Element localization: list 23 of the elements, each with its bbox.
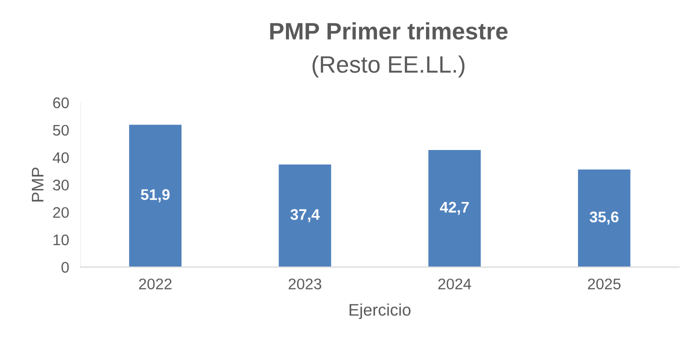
y-tick-label: 20 (53, 207, 69, 218)
bar (278, 164, 332, 268)
chart-title: PMP Primer trimestre (270, 22, 508, 40)
x-tick-label: 2024 (438, 278, 472, 290)
bar (578, 169, 630, 268)
y-tick-label: 0 (61, 262, 69, 273)
chart-subtitle: (Resto EE.LL.) (312, 55, 464, 78)
y-tick-label: 40 (52, 152, 69, 164)
data-label: 37,4 (290, 209, 320, 222)
x-tick-label: 2025 (588, 278, 621, 290)
bar (428, 150, 481, 268)
x-axis-title: Ejercicio (350, 304, 411, 320)
y-tick-label: 60 (53, 97, 69, 108)
bar (129, 124, 182, 268)
data-label: 35,6 (590, 212, 619, 225)
data-label: 42,7 (440, 202, 469, 215)
data-label: 51,9 (140, 189, 170, 202)
x-tick-label: 2023 (288, 278, 322, 290)
y-tick-label: 30 (52, 180, 69, 190)
x-tick-label: 2022 (139, 278, 172, 290)
y-tick-label: 50 (53, 124, 69, 136)
y-axis-title: PMP (32, 168, 44, 202)
y-tick-label: 10 (54, 234, 69, 246)
